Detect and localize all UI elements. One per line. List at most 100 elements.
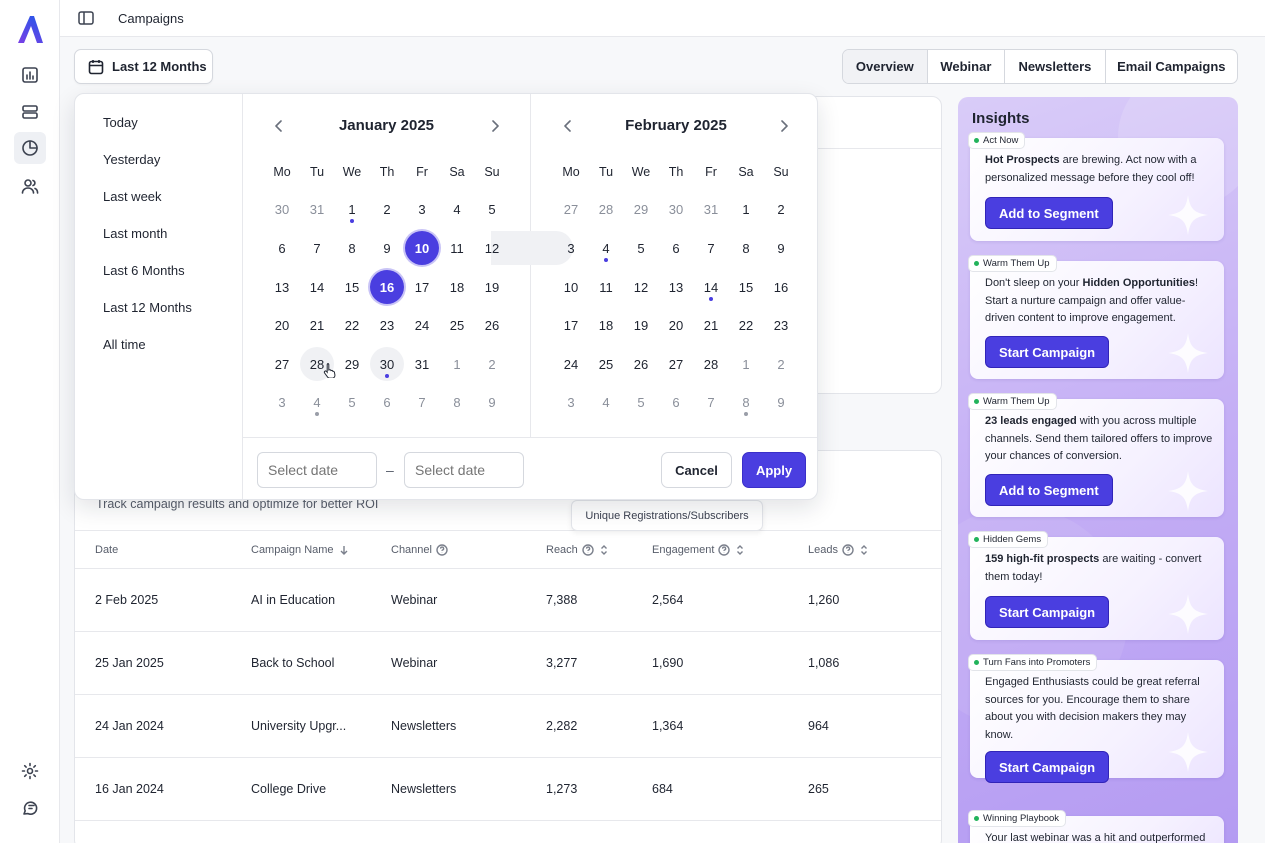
help-circle-icon[interactable] <box>582 544 594 556</box>
calendar-day[interactable]: 7 <box>418 394 426 410</box>
calendar-day[interactable]: 12 <box>484 240 500 256</box>
calendar-day[interactable]: 30 <box>274 201 290 217</box>
calendar-day[interactable]: 7 <box>707 394 715 410</box>
end-date-input[interactable] <box>404 452 524 488</box>
calendar-day[interactable]: 9 <box>488 394 496 410</box>
sidebar-toggle-icon[interactable] <box>78 11 94 25</box>
calendar-day[interactable]: 8 <box>348 240 356 256</box>
calendar-day[interactable]: 8 <box>742 394 750 410</box>
calendar-day[interactable]: 1 <box>742 356 750 372</box>
bar-chart-icon[interactable] <box>20 65 40 85</box>
calendar-day[interactable]: 16 <box>773 279 789 295</box>
calendar-day[interactable]: 6 <box>672 394 680 410</box>
calendar-day[interactable]: 15 <box>738 279 754 295</box>
preset-item[interactable]: All time <box>103 337 146 352</box>
next-month-icon[interactable] <box>488 119 502 133</box>
calendar-day[interactable]: 8 <box>742 240 750 256</box>
prev-month-icon[interactable] <box>272 119 286 133</box>
preset-item[interactable]: Last 6 Months <box>103 263 185 278</box>
cancel-button[interactable]: Cancel <box>661 452 732 488</box>
calendar-day[interactable]: 6 <box>672 240 680 256</box>
help-circle-icon[interactable] <box>718 544 731 556</box>
calendar-day[interactable]: 26 <box>633 356 649 372</box>
sort-toggle-icon[interactable] <box>858 544 870 556</box>
calendar-day[interactable]: 14 <box>703 279 719 295</box>
start-campaign-button[interactable]: Start Campaign <box>985 336 1110 368</box>
help-circle-icon[interactable] <box>842 544 854 556</box>
calendar-day[interactable]: 16 <box>370 270 404 304</box>
calendar-day[interactable]: 13 <box>274 279 290 295</box>
tab-overview[interactable]: Overview <box>843 50 928 83</box>
calendar-day[interactable]: 22 <box>738 317 754 333</box>
apply-button[interactable]: Apply <box>742 452 806 488</box>
calendar-day[interactable]: 24 <box>414 317 430 333</box>
prev-month-icon[interactable] <box>561 119 575 133</box>
calendar-day[interactable]: 4 <box>602 240 610 256</box>
calendar-day[interactable]: 1 <box>348 201 356 217</box>
calendar-day[interactable]: 20 <box>668 317 684 333</box>
calendar-day[interactable]: 11 <box>450 240 464 256</box>
pie-chart-icon[interactable] <box>14 132 46 164</box>
sort-toggle-icon[interactable] <box>598 544 610 556</box>
column-leads[interactable]: Leads <box>808 544 870 556</box>
preset-item[interactable]: Last 12 Months <box>103 300 192 315</box>
calendar-day[interactable]: 3 <box>418 201 426 217</box>
start-campaign-button[interactable]: Start Campaign <box>985 596 1110 628</box>
calendar-day[interactable]: 14 <box>309 279 325 295</box>
tab-email-campaigns[interactable]: Email Campaigns <box>1117 59 1226 74</box>
calendar-day[interactable]: 3 <box>278 394 286 410</box>
calendar-day[interactable]: 15 <box>344 279 360 295</box>
calendar-day[interactable]: 24 <box>563 356 579 372</box>
calendar-day[interactable]: 28 <box>703 356 719 372</box>
calendar-day[interactable]: 2 <box>777 356 785 372</box>
start-campaign-button[interactable]: Start Campaign <box>985 751 1110 783</box>
add-to-segment-button[interactable]: Add to Segment <box>985 474 1113 506</box>
calendar-day[interactable]: 27 <box>563 201 579 217</box>
calendar-day[interactable]: 4 <box>602 394 610 410</box>
calendar-day[interactable]: 25 <box>598 356 614 372</box>
calendar-day[interactable]: 20 <box>274 317 290 333</box>
calendar-day[interactable]: 12 <box>633 279 649 295</box>
column-campaign-name[interactable]: Campaign Name <box>251 544 350 556</box>
calendar-day[interactable]: 29 <box>344 356 360 372</box>
support-chat-icon[interactable] <box>20 798 40 818</box>
table-row[interactable]: 2 Feb 2025 AI in Education Webinar 7,388 2,5… <box>75 569 941 632</box>
calendar-day[interactable]: 29 <box>633 201 649 217</box>
tab-newsletters[interactable]: Newsletters <box>1005 50 1106 83</box>
calendar-day[interactable]: 17 <box>414 279 430 295</box>
calendar-day[interactable]: 19 <box>633 317 649 333</box>
calendar-day[interactable]: 3 <box>567 240 575 256</box>
calendar-day[interactable]: 9 <box>777 240 785 256</box>
calendar-day[interactable]: 9 <box>383 240 391 256</box>
calendar-day[interactable]: 2 <box>383 201 391 217</box>
tab-webinar[interactable]: Webinar <box>928 50 1006 83</box>
help-circle-icon[interactable] <box>436 544 448 556</box>
calendar-day[interactable]: 26 <box>484 317 500 333</box>
calendar-day[interactable]: 5 <box>488 201 496 217</box>
add-to-segment-button[interactable]: Add to Segment <box>985 197 1113 229</box>
calendar-day[interactable]: 6 <box>278 240 286 256</box>
preset-item[interactable]: Last month <box>103 226 168 241</box>
calendar-day[interactable]: 10 <box>405 231 439 265</box>
calendar-day[interactable]: 27 <box>274 356 290 372</box>
table-row[interactable]: 24 Jan 2024 University Upgr... Newsletters… <box>75 695 941 758</box>
calendar-day[interactable]: 13 <box>668 279 684 295</box>
calendar-day[interactable]: 27 <box>668 356 684 372</box>
column-engagement[interactable]: Engagement <box>652 544 746 556</box>
column-reach[interactable]: Reach <box>546 544 610 556</box>
calendar-day[interactable]: 4 <box>313 394 321 410</box>
column-channel[interactable]: Channel <box>391 544 448 556</box>
calendar-day[interactable]: 4 <box>453 201 461 217</box>
table-row[interactable]: 16 Jan 2024 College Drive Newsletters 1,273… <box>75 758 941 821</box>
calendar-day[interactable]: 5 <box>637 394 645 410</box>
calendar-day[interactable]: 28 <box>598 201 614 217</box>
calendar-day[interactable]: 6 <box>383 394 391 410</box>
table-row[interactable]: 25 Jan 2025 Back to School Webinar 3,277 1,6… <box>75 632 941 695</box>
calendar-day[interactable]: 3 <box>567 394 575 410</box>
calendar-day[interactable]: 1 <box>453 356 461 372</box>
calendar-day[interactable]: 2 <box>777 201 785 217</box>
calendar-day[interactable]: 10 <box>563 279 579 295</box>
calendar-day[interactable]: 5 <box>637 240 645 256</box>
calendar-day[interactable]: 18 <box>449 279 465 295</box>
date-range-button[interactable]: Last 12 Months <box>74 49 213 84</box>
